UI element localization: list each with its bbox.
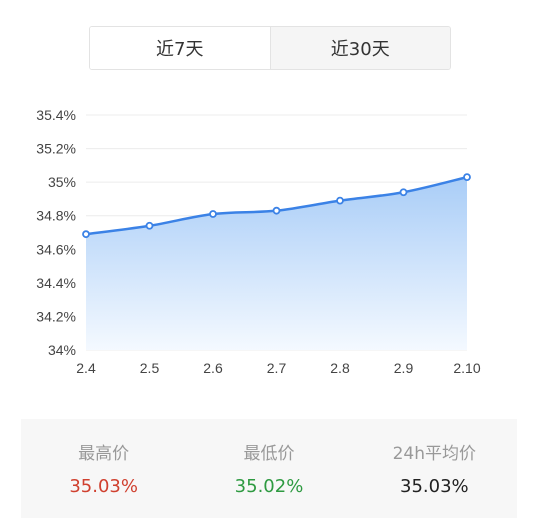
stat-avg-value: 35.03% — [400, 476, 469, 497]
x-tick-label: 2.5 — [140, 360, 160, 376]
data-point — [272, 206, 281, 215]
tab-30-days[interactable]: 近30天 — [269, 27, 450, 69]
period-tabs: 近7天 近30天 — [89, 26, 451, 70]
price-chart: 34% 34.2% 34.4% 34.6% 34.8% 35% 35.2% 35.4% 2.4 2… — [0, 95, 538, 390]
y-tick-label: 35.4% — [36, 107, 76, 123]
y-tick-label: 35% — [48, 174, 76, 190]
data-point — [463, 173, 471, 182]
stat-high: 最高价 35.03% — [21, 419, 186, 518]
chart-svg: 34% 34.2% 34.4% 34.6% 34.8% 35% 35.2% 35.4% 2.4 2… — [36, 107, 481, 376]
tab-7-days[interactable]: 近7天 — [90, 27, 270, 69]
x-tick-label: 2.7 — [267, 360, 287, 376]
data-point — [399, 188, 408, 197]
x-tick-label: 2.6 — [203, 360, 223, 376]
data-point — [145, 221, 154, 230]
y-tick-label: 34.8% — [36, 208, 76, 224]
y-tick-label: 35.2% — [36, 141, 76, 157]
stat-high-value: 35.03% — [69, 476, 138, 497]
stat-avg-label: 24h平均价 — [392, 444, 477, 464]
stat-low-label: 最低价 — [243, 444, 295, 464]
x-tick-label: 2.8 — [330, 360, 350, 376]
y-tick-label: 34.2% — [36, 308, 76, 324]
x-tick-label: 2.4 — [76, 360, 96, 376]
data-point — [209, 210, 217, 218]
y-tick-label: 34.4% — [36, 275, 76, 291]
stat-low: 最低价 35.02% — [186, 419, 351, 518]
data-point — [82, 230, 90, 239]
stat-avg: 24h平均价 35.03% — [352, 419, 517, 518]
area-fill — [86, 177, 467, 350]
price-stats-panel: 最高价 35.03% 最低价 35.02% 24h平均价 35.03% — [21, 419, 517, 518]
stat-high-label: 最高价 — [78, 444, 130, 464]
data-point — [336, 196, 344, 205]
x-tick-label: 2.10 — [453, 360, 480, 376]
x-tick-label: 2.9 — [394, 360, 414, 376]
stat-low-value: 35.02% — [234, 476, 304, 497]
y-tick-label: 34.6% — [36, 241, 76, 257]
y-tick-label: 34% — [48, 342, 76, 358]
